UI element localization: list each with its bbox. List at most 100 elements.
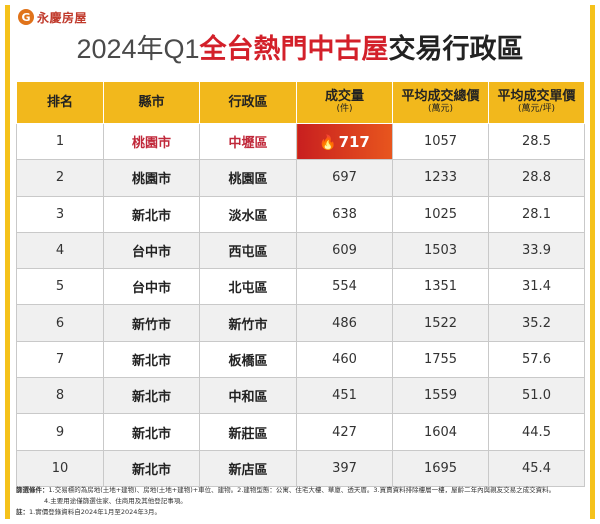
cell-avg-unit: 28.8	[488, 159, 585, 197]
cell-district: 新莊區	[199, 413, 297, 451]
header-avg-total-unit: (萬元)	[427, 104, 454, 114]
header-volume-unit: (件)	[336, 104, 353, 114]
footnote-label: 篩選條件：	[16, 486, 49, 494]
cell-county: 新北市	[103, 195, 200, 233]
footnote-line: 篩選條件：1.交易標的為房地(土地+建物)、房地(土地+建物)+車位、建物。2.…	[16, 485, 584, 496]
cell-county: 新北市	[103, 449, 200, 487]
table-row: 4 台中市 西屯區 609 1503 33.9	[16, 231, 585, 270]
logo-mark-icon: G	[18, 9, 34, 25]
cell-rank: 5	[16, 268, 104, 306]
header-district: 行政區	[199, 81, 297, 124]
cell-avg-total: 1559	[392, 377, 489, 415]
cell-volume: 609	[296, 231, 393, 270]
title-highlight: 全台熱門中古屋	[199, 34, 389, 65]
cell-avg-total: 1522	[392, 304, 489, 342]
header-volume: 成交量 (件)	[296, 81, 393, 124]
cell-county: 桃園市	[103, 159, 200, 197]
cell-avg-total: 1057	[392, 122, 489, 161]
cell-county: 台中市	[103, 231, 200, 270]
cell-rank: 10	[16, 449, 104, 487]
footnote-text: 1.實價登錄資料自2024年1月至2024年3月。	[29, 508, 162, 516]
footnote-text: 4.主要用途僅篩選住家、住商用及其他登記事項。	[44, 497, 187, 505]
cell-avg-total: 1755	[392, 340, 489, 379]
cell-district: 新店區	[199, 449, 297, 487]
ranking-table-wrap: 排名 縣市 行政區 成交量 (件) 平均成交總價 (萬元) 平均成交單價	[16, 81, 585, 487]
cell-avg-total: 1233	[392, 159, 489, 197]
cell-avg-unit: 31.4	[488, 268, 585, 306]
footnotes: 篩選條件：1.交易標的為房地(土地+建物)、房地(土地+建物)+車位、建物。2.…	[16, 485, 584, 518]
ranking-table: 排名 縣市 行政區 成交量 (件) 平均成交總價 (萬元) 平均成交單價	[16, 81, 585, 487]
table-row: 9 新北市 新莊區 427 1604 44.5	[16, 413, 585, 451]
cell-avg-total: 1351	[392, 268, 489, 306]
content-panel: G 永慶房屋 2024年Q1全台熱門中古屋交易行政區 排名 縣市 行政區	[10, 5, 590, 519]
cell-avg-unit: 28.1	[488, 195, 585, 233]
cell-county: 新北市	[103, 377, 200, 415]
cell-district: 板橋區	[199, 340, 297, 379]
flame-icon: 🔥	[319, 134, 337, 151]
table-row: 8 新北市 中和區 451 1559 51.0	[16, 377, 585, 415]
cell-county: 台中市	[103, 268, 200, 306]
cell-county: 新竹市	[103, 304, 200, 342]
title-period: 2024年Q1	[76, 34, 200, 64]
cell-avg-unit: 45.4	[488, 449, 585, 487]
header-rank: 排名	[16, 81, 104, 124]
title-suffix: 交易行政區	[388, 34, 524, 65]
table-header-row: 排名 縣市 行政區 成交量 (件) 平均成交總價 (萬元) 平均成交單價	[16, 81, 585, 124]
cell-avg-total: 1604	[392, 413, 489, 451]
cell-rank: 4	[16, 231, 104, 270]
table-row: 3 新北市 淡水區 638 1025 28.1	[16, 195, 585, 233]
brand-logo: G 永慶房屋	[18, 8, 87, 26]
cell-avg-unit: 44.5	[488, 413, 585, 451]
header-avg-total: 平均成交總價 (萬元)	[392, 81, 489, 124]
cell-avg-unit: 51.0	[488, 377, 585, 415]
footnote-line: 註：1.實價登錄資料自2024年1月至2024年3月。	[16, 507, 584, 518]
table-row: 5 台中市 北屯區 554 1351 31.4	[16, 268, 585, 306]
cell-volume: 427	[296, 413, 393, 451]
cell-avg-unit: 28.5	[488, 122, 585, 161]
cell-district: 新竹市	[199, 304, 297, 342]
cell-avg-total: 1025	[392, 195, 489, 233]
cell-district: 中壢區	[199, 122, 297, 161]
footnote-label: 註：	[16, 508, 29, 516]
header-avg-unit: 平均成交單價 (萬元/坪)	[488, 81, 585, 124]
cell-rank: 8	[16, 377, 104, 415]
cell-district: 中和區	[199, 377, 297, 415]
cell-avg-unit: 57.6	[488, 340, 585, 379]
cell-rank: 6	[16, 304, 104, 342]
cell-volume: 554	[296, 268, 393, 306]
page-title: 2024年Q1全台熱門中古屋交易行政區	[10, 29, 590, 70]
header-county: 縣市	[103, 81, 200, 124]
table-row: 10 新北市 新店區 397 1695 45.4	[16, 449, 585, 487]
table-row: 2 桃園市 桃園區 697 1233 28.8	[16, 159, 585, 197]
cell-avg-unit: 35.2	[488, 304, 585, 342]
cell-avg-total: 1695	[392, 449, 489, 487]
cell-volume: 486	[296, 304, 393, 342]
cell-volume: 717	[338, 132, 370, 151]
cell-rank: 9	[16, 413, 104, 451]
table-row: 6 新竹市 新竹市 486 1522 35.2	[16, 304, 585, 342]
cell-district: 西屯區	[199, 231, 297, 270]
footnote-line: 4.主要用途僅篩選住家、住商用及其他登記事項。	[16, 496, 584, 507]
cell-rank: 2	[16, 159, 104, 197]
brand-name: 永慶房屋	[37, 10, 88, 25]
page-frame: G 永慶房屋 2024年Q1全台熱門中古屋交易行政區 排名 縣市 行政區	[5, 5, 595, 519]
header-avg-unit-unit: (萬元/坪)	[517, 104, 556, 114]
cell-volume: 460	[296, 340, 393, 379]
cell-district: 北屯區	[199, 268, 297, 306]
cell-volume: 638	[296, 195, 393, 233]
footnote-text: 1.交易標的為房地(土地+建物)、房地(土地+建物)+車位、建物。2.建物型態：…	[48, 486, 556, 494]
cell-avg-unit: 33.9	[488, 231, 585, 270]
cell-rank: 3	[16, 195, 104, 233]
cell-county: 新北市	[103, 340, 200, 379]
header-avg-total-label: 平均成交總價	[401, 89, 480, 104]
header-avg-unit-label: 平均成交單價	[497, 89, 576, 104]
table-row: 1 桃園市 中壢區 🔥 717 1057 28.5	[16, 122, 585, 161]
table-row: 7 新北市 板橋區 460 1755 57.6	[16, 340, 585, 379]
cell-county: 桃園市	[103, 122, 200, 161]
cell-rank: 7	[16, 340, 104, 379]
cell-volume: 397	[296, 449, 393, 487]
cell-avg-total: 1503	[392, 231, 489, 270]
header-volume-label: 成交量	[324, 89, 364, 104]
cell-district: 淡水區	[199, 195, 297, 233]
cell-district: 桃園區	[199, 159, 297, 197]
